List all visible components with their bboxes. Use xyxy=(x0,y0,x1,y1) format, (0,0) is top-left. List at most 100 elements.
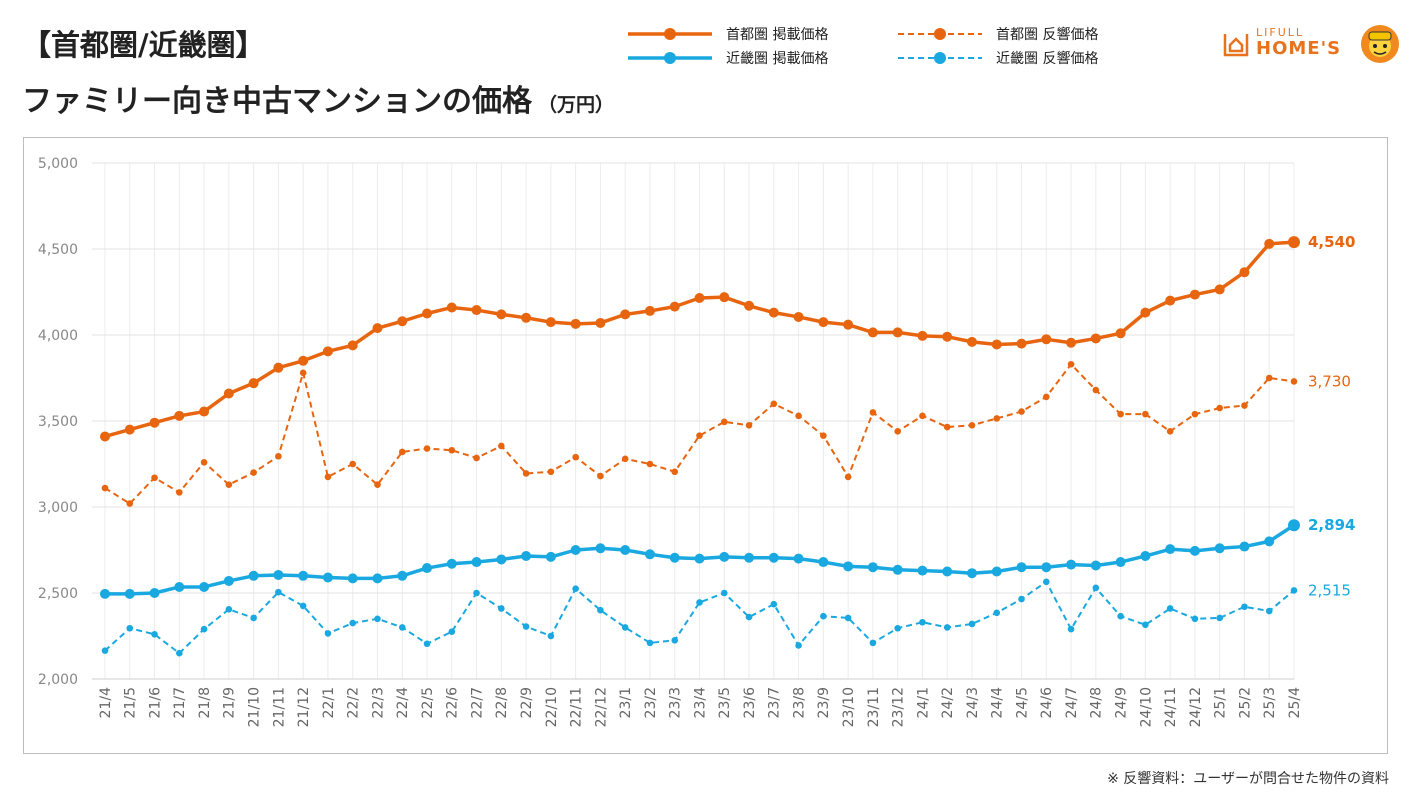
data-point xyxy=(398,624,406,631)
x-tick-label: 24/6 xyxy=(1039,687,1055,719)
data-point xyxy=(1142,410,1149,418)
data-point xyxy=(966,568,977,579)
data-point xyxy=(1041,334,1052,345)
data-point xyxy=(299,602,307,610)
data-point xyxy=(942,566,953,577)
x-tick-label: 24/3 xyxy=(965,687,981,718)
x-tick-label: 22/11 xyxy=(569,687,585,727)
data-point xyxy=(1042,578,1050,586)
x-tick-label: 25/2 xyxy=(1237,687,1253,718)
data-point xyxy=(126,624,134,632)
data-point xyxy=(793,553,804,564)
data-point xyxy=(446,558,457,569)
data-point xyxy=(1216,404,1223,412)
x-tick-label: 23/2 xyxy=(643,687,659,718)
x-tick-label: 25/4 xyxy=(1287,687,1303,719)
data-point xyxy=(770,600,778,608)
data-point xyxy=(1016,562,1027,573)
x-tick-label: 22/5 xyxy=(420,687,436,718)
x-tick-label: 23/9 xyxy=(816,687,832,718)
y-tick-label: 5,000 xyxy=(38,156,78,172)
legend-item-tokyo-inquiry: 首都圏 反響価格 xyxy=(898,24,1098,44)
chart-legend: 首都圏 掲載価格 首都圏 反響価格 近畿圏 掲載価格 近畿圏 反響価格 xyxy=(628,20,1168,70)
data-point xyxy=(349,619,357,627)
legend-marker-icon xyxy=(898,52,982,64)
data-point xyxy=(250,469,257,476)
x-tick-label: 21/10 xyxy=(247,687,263,727)
data-point xyxy=(942,331,953,342)
data-point xyxy=(595,543,606,554)
x-tick-label: 23/1 xyxy=(618,687,634,718)
data-point xyxy=(844,614,852,622)
data-point xyxy=(1166,428,1174,435)
y-tick-label: 2,500 xyxy=(38,586,78,602)
data-point xyxy=(894,428,901,435)
data-point xyxy=(1165,544,1176,555)
y-tick-label: 3,500 xyxy=(38,414,78,430)
data-point xyxy=(966,336,977,347)
data-point xyxy=(745,613,753,621)
data-point xyxy=(1189,289,1200,300)
data-point xyxy=(621,455,629,463)
data-point xyxy=(248,570,259,581)
data-point xyxy=(669,552,680,563)
data-point xyxy=(151,630,158,638)
x-tick-label: 24/7 xyxy=(1064,687,1080,718)
data-point xyxy=(597,606,604,614)
data-point xyxy=(719,292,730,303)
data-point xyxy=(273,362,284,373)
data-point xyxy=(1166,605,1174,612)
x-tick-label: 22/12 xyxy=(593,687,609,727)
data-point xyxy=(570,318,581,329)
x-tick-label: 23/4 xyxy=(692,687,708,719)
data-point xyxy=(795,412,802,420)
data-point xyxy=(149,417,160,428)
data-point xyxy=(275,452,282,460)
x-tick-label: 22/7 xyxy=(469,687,485,718)
data-point xyxy=(250,614,257,622)
x-tick-label: 24/12 xyxy=(1188,687,1204,727)
lifull-homes-logo: LIFULL HOME'S xyxy=(1222,24,1402,66)
data-point xyxy=(595,317,606,328)
data-point xyxy=(1239,267,1250,278)
data-point xyxy=(820,432,827,439)
data-point xyxy=(621,624,629,631)
data-point xyxy=(496,554,507,565)
x-tick-label: 21/8 xyxy=(197,687,213,718)
data-point xyxy=(101,647,109,654)
data-point xyxy=(867,327,878,338)
data-point xyxy=(820,612,827,620)
data-point xyxy=(473,589,480,597)
data-point xyxy=(374,481,381,488)
x-tick-label: 21/4 xyxy=(98,687,114,719)
data-point xyxy=(126,500,134,507)
data-point xyxy=(968,620,976,628)
data-point xyxy=(498,605,505,612)
data-point xyxy=(1066,559,1077,570)
data-point xyxy=(1018,408,1025,415)
data-point xyxy=(248,378,259,389)
y-tick-label: 3,000 xyxy=(38,500,78,516)
x-tick-label: 24/8 xyxy=(1089,687,1105,718)
data-point xyxy=(744,552,755,563)
data-point xyxy=(1115,328,1126,339)
data-point xyxy=(892,327,903,338)
data-point xyxy=(324,630,332,637)
data-point xyxy=(545,551,556,562)
data-point xyxy=(1191,615,1199,623)
x-tick-label: 24/10 xyxy=(1138,687,1154,727)
legend-label: 首都圏 掲載価格 xyxy=(726,27,829,43)
data-point xyxy=(1067,360,1075,368)
data-point xyxy=(869,409,877,416)
data-point xyxy=(917,565,928,576)
data-point xyxy=(1140,551,1151,562)
data-point xyxy=(448,446,456,454)
x-tick-label: 25/3 xyxy=(1262,687,1278,718)
data-point xyxy=(993,609,1001,617)
data-point xyxy=(347,573,358,584)
data-point xyxy=(1142,621,1149,629)
data-point xyxy=(1214,543,1225,554)
data-point xyxy=(273,569,284,580)
data-point xyxy=(1041,562,1052,573)
data-point xyxy=(1265,607,1273,615)
